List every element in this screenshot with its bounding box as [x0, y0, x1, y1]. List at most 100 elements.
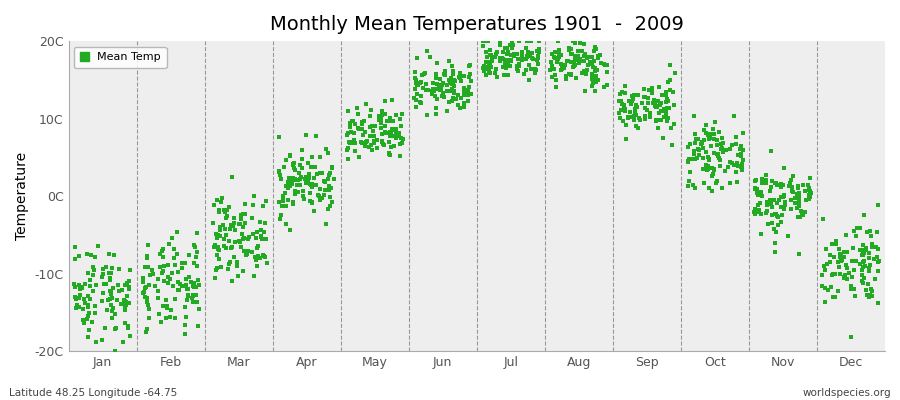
Point: [860, 292, 875, 298]
Point: [563, 71, 578, 77]
Point: [791, 182, 806, 189]
Point: [282, 175, 296, 181]
Point: [139, 328, 153, 335]
Point: [102, 270, 116, 276]
Point: [642, 87, 656, 93]
Point: [151, 311, 166, 318]
Point: [444, 88, 458, 94]
Point: [363, 124, 377, 130]
Point: [617, 90, 632, 96]
Point: [285, 199, 300, 206]
Point: [798, 197, 813, 203]
Point: [238, 252, 253, 258]
Point: [614, 98, 628, 105]
Point: [374, 119, 389, 126]
Point: [796, 212, 810, 218]
Point: [660, 96, 674, 102]
Point: [823, 252, 837, 258]
Point: [440, 88, 454, 94]
Point: [554, 66, 569, 72]
Point: [210, 234, 224, 241]
Point: [735, 156, 750, 163]
Point: [855, 247, 869, 253]
Point: [274, 175, 288, 182]
Point: [617, 108, 632, 114]
Point: [80, 316, 94, 322]
Point: [700, 132, 715, 138]
Point: [697, 180, 711, 186]
Point: [755, 180, 770, 187]
Point: [868, 276, 882, 282]
Point: [308, 164, 322, 170]
Point: [383, 144, 398, 150]
Point: [544, 63, 559, 69]
Point: [256, 229, 271, 236]
Title: Monthly Mean Temperatures 1901  -  2009: Monthly Mean Temperatures 1901 - 2009: [270, 15, 684, 34]
Point: [389, 112, 403, 118]
Point: [803, 194, 817, 200]
Point: [498, 60, 512, 66]
Point: [345, 118, 359, 124]
Point: [548, 77, 562, 83]
Point: [325, 164, 339, 170]
Point: [456, 85, 471, 91]
Point: [649, 104, 663, 110]
Point: [735, 167, 750, 174]
Point: [282, 185, 296, 192]
Point: [515, 52, 529, 59]
Point: [344, 128, 358, 135]
Point: [589, 75, 603, 82]
Point: [861, 255, 876, 262]
Point: [858, 263, 872, 270]
Point: [499, 65, 513, 71]
Point: [791, 251, 806, 257]
Point: [850, 225, 864, 231]
Point: [627, 92, 642, 98]
Point: [626, 96, 641, 102]
Point: [166, 246, 181, 252]
Point: [275, 203, 290, 209]
Point: [748, 186, 762, 192]
Point: [256, 252, 271, 259]
Point: [785, 188, 799, 194]
Point: [600, 81, 615, 88]
Point: [322, 182, 337, 189]
Point: [578, 51, 592, 57]
Point: [577, 68, 591, 74]
Point: [489, 66, 503, 72]
Point: [80, 312, 94, 319]
Point: [638, 105, 652, 112]
Point: [764, 148, 778, 154]
Point: [500, 44, 515, 51]
Point: [140, 255, 154, 261]
Point: [504, 56, 518, 63]
Point: [105, 315, 120, 321]
Point: [135, 278, 149, 285]
Point: [730, 179, 744, 186]
Point: [591, 54, 606, 61]
Point: [628, 106, 643, 112]
Point: [855, 272, 869, 278]
Point: [358, 129, 373, 135]
Point: [446, 70, 460, 77]
Point: [218, 226, 232, 232]
Point: [482, 70, 497, 76]
Point: [702, 135, 716, 142]
Point: [862, 268, 877, 274]
Point: [250, 243, 265, 250]
Point: [554, 52, 568, 58]
Point: [652, 102, 667, 109]
Point: [777, 192, 791, 198]
Point: [769, 228, 783, 235]
Point: [612, 110, 626, 116]
Point: [654, 100, 669, 106]
Point: [525, 55, 539, 62]
Point: [815, 272, 830, 279]
Point: [630, 104, 644, 111]
Point: [659, 111, 673, 117]
Point: [153, 263, 167, 270]
Point: [448, 78, 463, 84]
Point: [846, 228, 860, 234]
Point: [846, 286, 860, 292]
Point: [83, 296, 97, 302]
